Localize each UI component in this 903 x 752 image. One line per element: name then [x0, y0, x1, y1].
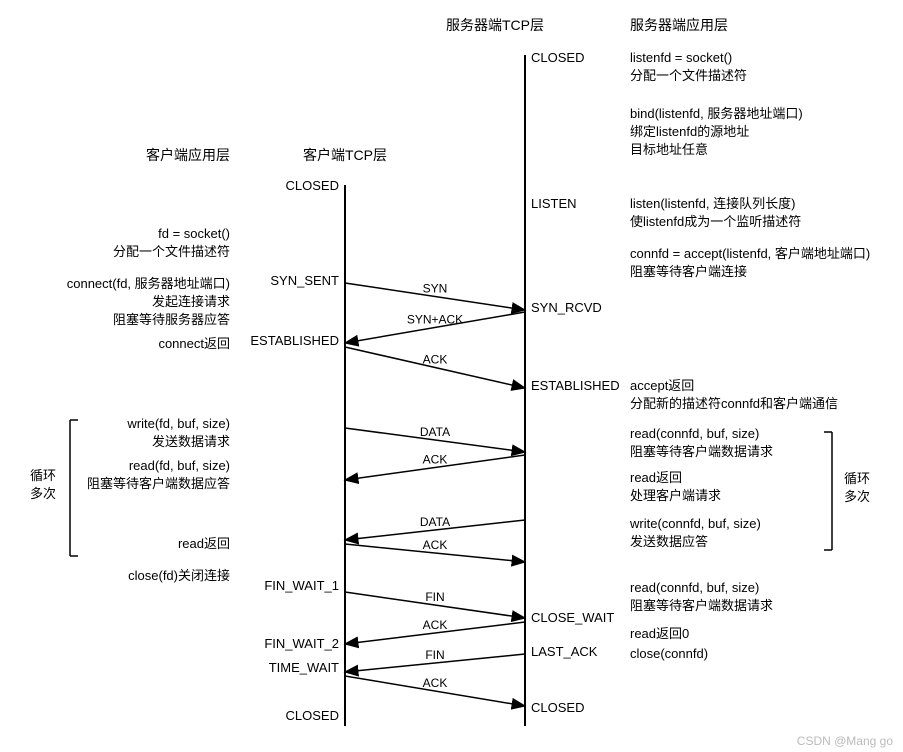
client-state: FIN_WAIT_2 [264, 636, 339, 651]
server-app-label: read(connfd, buf, size) [630, 426, 759, 441]
client-app-label: 发送数据请求 [152, 434, 230, 449]
msg-label: ACK [423, 353, 448, 367]
msg-label: ACK [423, 676, 448, 690]
client-app-label: 阻塞等待客户端数据应答 [87, 476, 230, 491]
server-app-label: listenfd = socket() [630, 50, 732, 65]
server-app-label: close(connfd) [630, 646, 708, 661]
server-state: LAST_ACK [531, 644, 598, 659]
client-app-label: read(fd, buf, size) [129, 458, 230, 473]
server-state: ESTABLISHED [531, 378, 620, 393]
message-arrows: SYN SYN+ACK ACK DATA ACK DATA ACK FIN ACK FIN ACK [345, 282, 525, 707]
client-state: ESTABLISHED [250, 333, 339, 348]
server-app-label: read返回 [630, 470, 682, 485]
loop-label: 循环 [844, 471, 870, 486]
server-app-label: listen(listenfd, 连接队列长度) [630, 196, 795, 211]
server-state: CLOSED [531, 50, 584, 65]
server-app-label: 处理客户端请求 [630, 488, 721, 503]
server-app-label: 发送数据应答 [630, 534, 708, 549]
msg-label: FIN [425, 590, 444, 604]
server-app-label: write(connfd, buf, size) [629, 516, 761, 531]
client-state: CLOSED [286, 178, 339, 193]
msg-label: ACK [423, 618, 448, 632]
msg-label: DATA [420, 515, 450, 529]
client-app-label: 发起连接请求 [152, 294, 230, 309]
msg-label: ACK [423, 538, 448, 552]
client-app-label: connect返回 [158, 336, 230, 351]
client-state: SYN_SENT [270, 273, 339, 288]
server-state: CLOSED [531, 700, 584, 715]
server-app-label: 目标地址任意 [630, 142, 708, 157]
msg-label: FIN [425, 648, 444, 662]
client-state: FIN_WAIT_1 [264, 578, 339, 593]
client-app-label: 阻塞等待服务器应答 [113, 312, 230, 327]
server-app-labels: listenfd = socket() 分配一个文件描述符 bind(listenf… [629, 50, 870, 661]
server-app-label: 使listenfd成为一个监听描述符 [630, 214, 801, 229]
server-app-label: connfd = accept(listenfd, 客户端地址端口) [630, 246, 870, 261]
server-app-label: 绑定listenfd的源地址 [630, 124, 749, 139]
msg-label: ACK [423, 453, 448, 467]
client-tcp-states: CLOSED SYN_SENT ESTABLISHED FIN_WAIT_1 FIN_W… [250, 178, 339, 723]
client-app-labels: fd = socket() 分配一个文件描述符 connect(fd, 服务器地址端… [67, 226, 230, 583]
client-app-label: connect(fd, 服务器地址端口) [67, 276, 230, 291]
server-app-label: read返回0 [630, 626, 689, 641]
server-state: CLOSE_WAIT [531, 610, 614, 625]
server-tcp-states: CLOSED LISTEN SYN_RCVD ESTABLISHED CLOSE_WAI… [531, 50, 620, 715]
msg-label: SYN [423, 282, 448, 296]
client-app-label: close(fd)关闭连接 [128, 568, 230, 583]
header-server-app: 服务器端应用层 [630, 17, 728, 33]
client-app-label: read返回 [178, 536, 230, 551]
server-app-label: 分配一个文件描述符 [630, 68, 747, 83]
client-app-label: 分配一个文件描述符 [113, 244, 230, 259]
tcp-sequence-diagram: 客户端应用层 客户端TCP层 服务器端TCP层 服务器端应用层 CLOSED SY… [0, 0, 903, 752]
header-client-tcp: 客户端TCP层 [303, 147, 387, 163]
header-client-app: 客户端应用层 [146, 147, 230, 163]
server-app-label: 分配新的描述符connfd和客户端通信 [630, 396, 838, 411]
server-app-label: bind(listenfd, 服务器地址端口) [630, 106, 803, 121]
header-server-tcp: 服务器端TCP层 [446, 17, 544, 33]
server-state: LISTEN [531, 196, 577, 211]
server-state: SYN_RCVD [531, 300, 602, 315]
msg-label: DATA [420, 425, 450, 439]
loop-label: 循环 [30, 468, 56, 483]
server-app-label: 阻塞等待客户端数据请求 [630, 444, 773, 459]
server-app-label: 阻塞等待客户端数据请求 [630, 598, 773, 613]
server-app-label: read(connfd, buf, size) [630, 580, 759, 595]
client-app-label: fd = socket() [158, 226, 230, 241]
loop-label: 多次 [30, 486, 56, 501]
server-app-label: accept返回 [630, 378, 694, 393]
loop-label: 多次 [844, 489, 870, 504]
msg-label: SYN+ACK [407, 313, 463, 327]
client-state: CLOSED [286, 708, 339, 723]
watermark: CSDN @Mang go [797, 734, 894, 748]
client-app-label: write(fd, buf, size) [126, 416, 230, 431]
server-app-label: 阻塞等待客户端连接 [630, 264, 747, 279]
client-state: TIME_WAIT [269, 660, 339, 675]
